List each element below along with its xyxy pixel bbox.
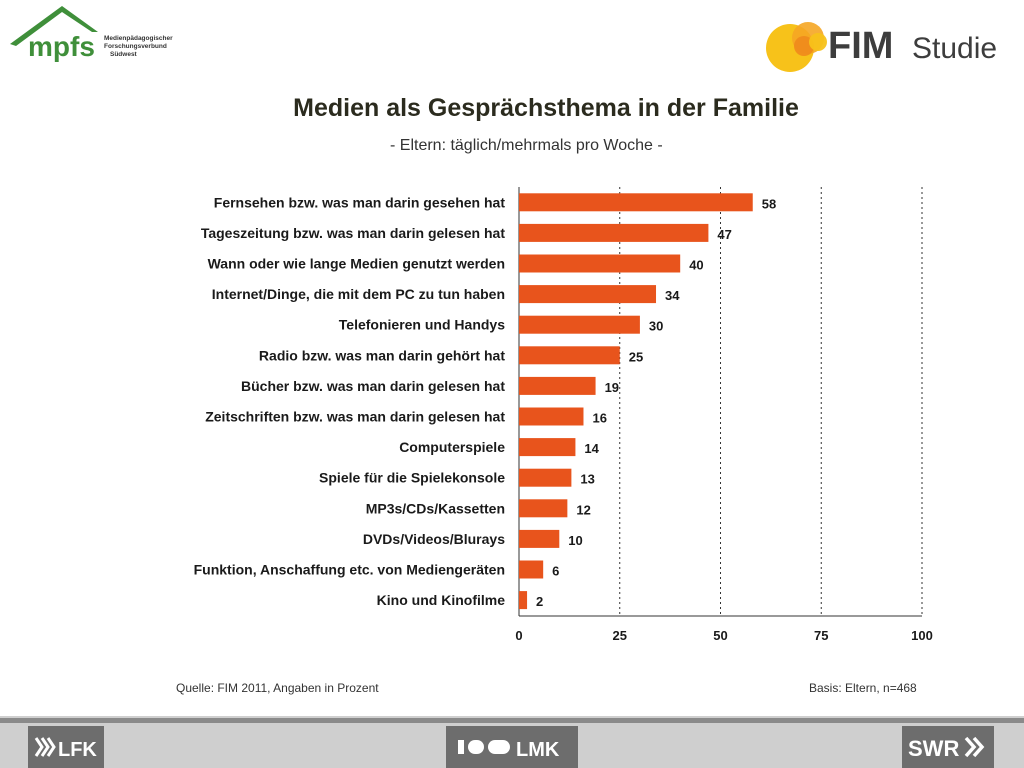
category-label: Bücher bzw. was man darin gelesen hat xyxy=(241,378,505,394)
category-label: Spiele für die Spielekonsole xyxy=(319,470,505,486)
chart-subtitle: - Eltern: täglich/mehrmals pro Woche - xyxy=(390,137,663,154)
category-label: Telefonieren und Handys xyxy=(339,317,505,333)
data-label: 12 xyxy=(576,502,590,517)
category-label: DVDs/Videos/Blurays xyxy=(363,531,505,547)
data-label: 19 xyxy=(605,380,619,395)
bar xyxy=(519,285,657,304)
bar xyxy=(519,346,620,365)
source-note: Quelle: FIM 2011, Angaben in Prozent xyxy=(176,681,379,695)
bar xyxy=(519,376,596,395)
category-label: Zeitschriften bzw. was man darin gelesen… xyxy=(205,409,505,425)
bar xyxy=(519,438,576,457)
data-label: 14 xyxy=(584,441,599,456)
category-label: Kino und Kinofilme xyxy=(377,592,506,608)
category-label: Funktion, Anschaffung etc. von Medienger… xyxy=(194,562,505,578)
data-label: 2 xyxy=(536,594,543,609)
mpfs-tagline-3: Südwest xyxy=(110,51,138,58)
swr-logo: SWR xyxy=(902,726,994,768)
data-label: 10 xyxy=(568,533,582,548)
mpfs-logo: mpfs Medienpädagogischer Forschungsverbu… xyxy=(6,2,176,64)
svg-text:LFK: LFK xyxy=(58,739,97,761)
x-tick-label: 100 xyxy=(911,628,933,643)
bar xyxy=(519,223,709,242)
x-tick-label: 50 xyxy=(713,628,727,643)
bar xyxy=(519,468,572,487)
lfk-logo: LFK xyxy=(28,726,104,768)
bar xyxy=(519,499,568,518)
data-label: 30 xyxy=(649,319,663,334)
data-label: 40 xyxy=(689,258,703,273)
bar xyxy=(519,560,544,579)
category-label: MP3s/CDs/Kassetten xyxy=(366,500,505,516)
x-tick-label: 0 xyxy=(515,628,522,643)
swr-icon: SWR xyxy=(908,736,985,761)
fim-studie-logo: FIM Studie xyxy=(760,8,1010,74)
data-label: 47 xyxy=(717,227,731,242)
mpfs-tagline-1: Medienpädagogischer xyxy=(104,35,173,42)
x-tick-label: 75 xyxy=(814,628,828,643)
data-label: 34 xyxy=(665,288,680,303)
bar xyxy=(519,529,560,548)
bar xyxy=(519,407,584,426)
fim-name: FIM xyxy=(828,25,893,67)
mpfs-name: mpfs xyxy=(28,31,95,62)
lmk-logo: LMK xyxy=(446,726,578,768)
chart-title: Medien als Gesprächsthema in der Familie xyxy=(293,94,799,122)
lmk-icon: LMK xyxy=(458,739,560,761)
fim-circles-icon xyxy=(766,22,827,72)
data-label: 25 xyxy=(629,349,643,364)
data-label: 6 xyxy=(552,564,559,579)
category-label: Fernsehen bzw. was man darin gesehen hat xyxy=(214,194,506,210)
category-label: Radio bzw. was man darin gehört hat xyxy=(259,347,505,363)
data-label: 58 xyxy=(762,196,776,211)
svg-text:LMK: LMK xyxy=(516,739,560,761)
footer-divider xyxy=(0,718,1024,723)
data-label: 13 xyxy=(580,472,594,487)
x-tick-label: 25 xyxy=(613,628,627,643)
bar xyxy=(519,193,753,212)
category-label: Computerspiele xyxy=(399,439,505,455)
data-label: 16 xyxy=(592,411,606,426)
mpfs-house-icon xyxy=(10,6,98,46)
basis-note: Basis: Eltern, n=468 xyxy=(809,681,917,695)
mpfs-tagline-2: Forschungsverbund xyxy=(104,43,167,50)
lfk-icon: LFK xyxy=(34,737,97,761)
bar xyxy=(519,254,681,273)
category-label: Internet/Dinge, die mit dem PC zu tun ha… xyxy=(212,286,505,302)
bar xyxy=(519,591,528,610)
bar xyxy=(519,315,640,334)
category-label: Tageszeitung bzw. was man darin gelesen … xyxy=(201,225,506,241)
svg-text:SWR: SWR xyxy=(908,736,959,761)
category-label: Wann oder wie lange Medien genutzt werde… xyxy=(208,256,505,272)
fim-suffix: Studie xyxy=(912,32,997,65)
